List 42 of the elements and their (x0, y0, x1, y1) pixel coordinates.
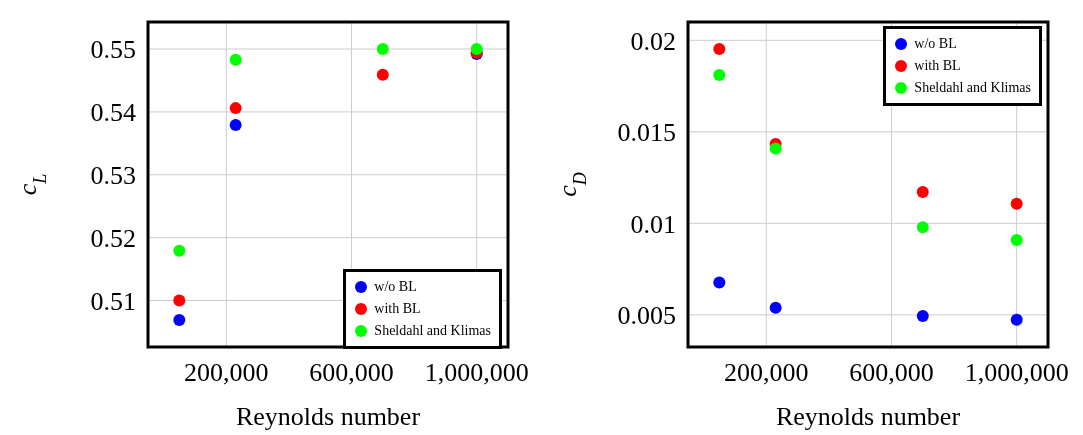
x-axis-title: Reynolds number (775, 402, 961, 431)
y-tick-label: 0.54 (90, 98, 136, 128)
point (173, 244, 186, 257)
point (713, 42, 726, 55)
legend-label: with BL (914, 57, 961, 75)
point (916, 221, 929, 234)
legend-label: with BL (374, 300, 421, 318)
y-tick-label: 0.005 (617, 301, 676, 331)
x-axis-title: Reynolds number (235, 402, 421, 431)
point (229, 102, 242, 115)
y-tick-label: 0.02 (630, 26, 676, 56)
point (229, 119, 242, 132)
point (376, 43, 389, 56)
y-tick-label: 0.55 (90, 35, 136, 65)
y-tick-label: 0.53 (90, 160, 136, 190)
x-tick-label: 1,000,000 (964, 358, 1069, 388)
legend-label: w/o BL (374, 278, 417, 296)
legend-label: Sheldahl and Klimas (374, 322, 491, 340)
point (916, 310, 929, 323)
point (173, 313, 186, 326)
point (713, 68, 726, 81)
point (376, 68, 389, 81)
y-tick-label: 0.52 (90, 223, 136, 253)
x-tick-label: 600,000 (849, 358, 934, 388)
point (229, 53, 242, 66)
point (769, 301, 782, 314)
x-tick-label: 600,000 (309, 358, 394, 388)
y-tick-label: 0.51 (90, 286, 136, 316)
legend-label: w/o BL (914, 35, 957, 53)
point (713, 276, 726, 289)
x-tick-label: 1,000,000 (424, 358, 529, 388)
point (916, 186, 929, 198)
point (173, 294, 186, 307)
x-tick-label: 200,000 (724, 358, 809, 388)
x-tick-label: 200,000 (184, 358, 269, 388)
y-tick-label: 0.01 (630, 209, 676, 239)
legend-label: Sheldahl and Klimas (914, 79, 1031, 97)
point (769, 142, 782, 155)
point (1010, 313, 1023, 326)
point (1010, 233, 1023, 246)
y-tick-label: 0.015 (617, 118, 676, 148)
point (1010, 197, 1023, 210)
